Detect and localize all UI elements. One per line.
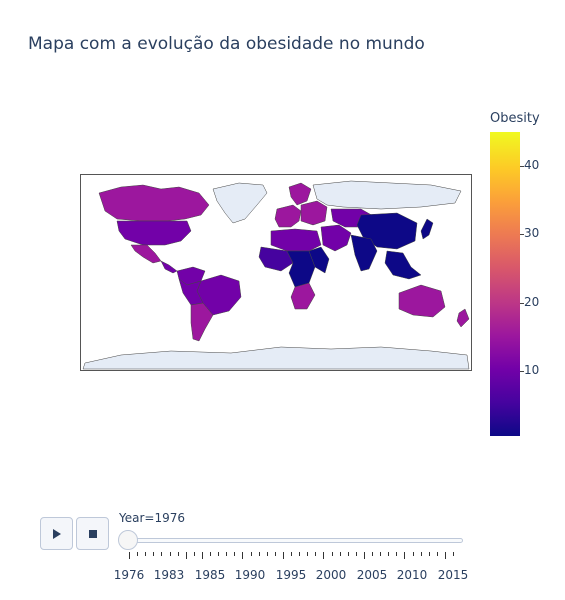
region-eastern-europe[interactable] [301, 201, 327, 225]
slider-tick-mark [267, 552, 268, 556]
slider-tick-mark [153, 552, 154, 556]
slider-tick-mark [161, 552, 162, 556]
colorbar-tick-label: 20 [524, 295, 539, 309]
region-mexico[interactable] [131, 245, 161, 263]
slider-tick-mark [404, 552, 405, 559]
slider-tick-label[interactable]: 1995 [276, 568, 307, 582]
stop-icon [89, 530, 97, 538]
slider-handle[interactable] [118, 530, 138, 550]
colorbar-tick-label: 40 [524, 158, 539, 172]
slider-tick-mark [137, 552, 138, 556]
slider-tick-mark [186, 552, 187, 559]
slider-tick-mark [348, 552, 349, 556]
slider-current-value: Year=1976 [119, 511, 185, 525]
slider-tick-mark [307, 552, 308, 556]
slider-tick-mark [340, 552, 341, 556]
slider-tick-mark [275, 552, 276, 556]
region-antarctica[interactable] [83, 347, 469, 369]
slider-tick-mark [251, 552, 252, 556]
region-japan[interactable] [421, 219, 433, 239]
region-russia[interactable] [313, 181, 461, 209]
slider-tick-mark [364, 552, 365, 559]
slider-tick-mark [283, 552, 284, 559]
slider-tick-mark [259, 552, 260, 556]
slider-tick-mark [388, 552, 389, 556]
slider-tick-mark [194, 552, 195, 556]
stop-button[interactable] [76, 517, 109, 550]
slider-tick-mark [332, 552, 333, 556]
world-map-svg [81, 175, 471, 370]
chart-title: Mapa com a evolução da obesidade no mund… [28, 34, 425, 54]
region-scandinavia[interactable] [289, 183, 311, 205]
region-australia[interactable] [399, 285, 445, 317]
region-central-america[interactable] [161, 261, 177, 273]
slider-tick-mark [218, 552, 219, 556]
slider-tick-mark [323, 552, 324, 559]
slider-tick-mark [445, 552, 446, 559]
slider-tick-mark [429, 552, 430, 556]
region-middle-east[interactable] [321, 225, 351, 251]
slider-tick-mark [453, 552, 454, 556]
region-north-africa[interactable] [271, 229, 321, 251]
slider-tick-mark [413, 552, 414, 556]
region-new-zealand[interactable] [457, 309, 469, 327]
slider-tick-mark [242, 552, 243, 559]
slider-tick-mark [291, 552, 292, 556]
slider-tick-mark [210, 552, 211, 556]
region-western-europe[interactable] [275, 205, 301, 227]
slider-tick-mark [129, 552, 130, 559]
region-united-states[interactable] [117, 221, 191, 245]
world-map[interactable] [80, 174, 472, 371]
slider-tick-mark [145, 552, 146, 556]
slider-tick-label[interactable]: 1990 [235, 568, 266, 582]
region-southern-africa[interactable] [291, 283, 315, 309]
slider-tick-mark [421, 552, 422, 556]
slider-tick-label[interactable]: 1985 [195, 568, 226, 582]
slider-tick-mark [178, 552, 179, 556]
slider-tick-label[interactable]: 2005 [357, 568, 388, 582]
colorbar-tick-label: 10 [524, 363, 539, 377]
slider-tick-label[interactable]: 1983 [154, 568, 185, 582]
slider-tick-mark [396, 552, 397, 556]
slider-ticks: 1976 1983 1985 1990 1995 2000 2005 2010 2015 [0, 552, 565, 582]
slider-tick-mark [226, 552, 227, 556]
slider-tick-label[interactable]: 2000 [316, 568, 347, 582]
slider-tick-mark [299, 552, 300, 556]
slider-tick-mark [437, 552, 438, 556]
slider-tick-mark [315, 552, 316, 556]
slider-tick-label[interactable]: 2015 [438, 568, 469, 582]
slider-rail[interactable] [120, 538, 463, 543]
colorbar-title: Obesity [490, 111, 540, 126]
slider-tick-mark [356, 552, 357, 556]
colorbar-tick-label: 30 [524, 226, 539, 240]
slider-tick-mark [380, 552, 381, 556]
slider-tick-label[interactable]: 2010 [397, 568, 428, 582]
region-canada[interactable] [99, 185, 209, 221]
slider-tick-label[interactable]: 1976 [114, 568, 145, 582]
play-button[interactable] [40, 517, 73, 550]
region-greenland[interactable] [213, 183, 267, 223]
slider-tick-mark [202, 552, 203, 559]
colorbar [490, 132, 520, 436]
slider-tick-mark [234, 552, 235, 556]
region-southeast-asia[interactable] [385, 251, 421, 279]
play-icon [52, 529, 62, 539]
slider-tick-mark [372, 552, 373, 556]
slider-tick-mark [170, 552, 171, 556]
